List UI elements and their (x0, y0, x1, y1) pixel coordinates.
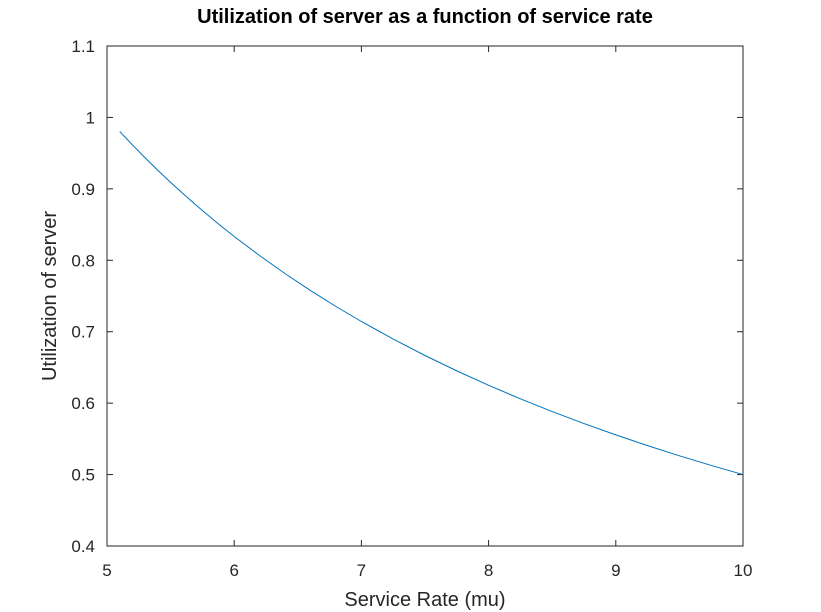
axis-tick-labels: 5 6 7 8 9 10 0.4 0.5 0.6 0.7 0.8 0.9 1 1.1 (71, 37, 752, 580)
x-tick-label: 9 (611, 561, 620, 580)
x-axis-label: Service Rate (mu) (344, 589, 505, 611)
chart-title: Utilization of server as a function of s… (197, 6, 653, 28)
plot-frame (106, 45, 744, 547)
y-tick-label: 0.8 (71, 251, 95, 270)
x-tick-label: 10 (734, 561, 753, 580)
y-tick-label: 0.6 (71, 394, 95, 413)
y-tick-label: 0.5 (71, 466, 95, 485)
y-tick-label: 0.7 (71, 323, 95, 342)
y-tick-label: 1 (86, 108, 95, 127)
x-tick-label: 8 (484, 561, 493, 580)
x-tick-label: 5 (102, 561, 111, 580)
y-axis-label: Utilization of server (39, 211, 61, 381)
series-line (119, 131, 744, 476)
y-tick-label: 0.4 (71, 537, 95, 556)
series-group (119, 131, 744, 476)
y-tick-label: 1.1 (71, 37, 95, 56)
x-tick-label: 6 (229, 561, 238, 580)
y-tick-label: 0.9 (71, 180, 95, 199)
axis-ticks (106, 45, 744, 547)
x-tick-label: 7 (357, 561, 366, 580)
